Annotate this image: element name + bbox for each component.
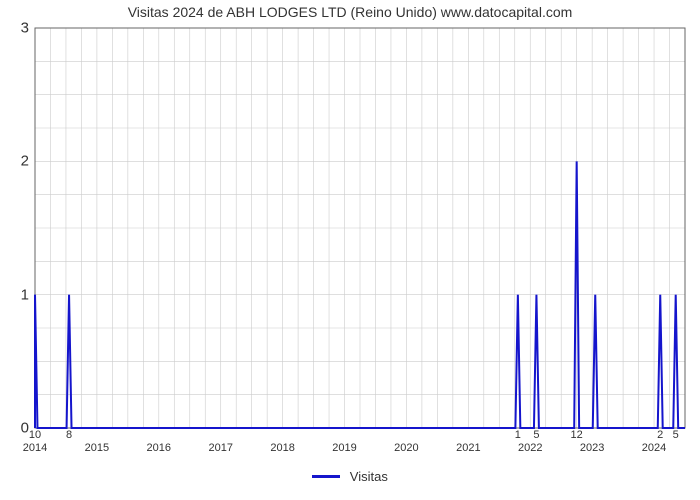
data-point-label: 12 xyxy=(571,429,583,441)
legend-swatch xyxy=(312,475,340,478)
x-tick-label: 2016 xyxy=(147,428,171,454)
chart-legend: Visitas xyxy=(0,468,700,484)
data-point-label: 10 xyxy=(29,429,41,441)
chart-title: Visitas 2024 de ABH LODGES LTD (Reino Un… xyxy=(0,4,700,20)
data-point-label: 2 xyxy=(657,429,663,441)
x-tick-label: 2021 xyxy=(456,428,480,454)
x-tick-label: 2023 xyxy=(580,428,604,454)
x-tick-label: 2019 xyxy=(332,428,356,454)
y-tick-label: 1 xyxy=(21,286,35,303)
y-tick-label: 3 xyxy=(21,20,35,37)
x-tick-label: 2017 xyxy=(208,428,232,454)
legend-label: Visitas xyxy=(350,469,388,484)
chart-plot-area: 0123201420152016201720182019202020212022… xyxy=(35,28,685,428)
x-tick-label: 2018 xyxy=(270,428,294,454)
data-point-label: 5 xyxy=(673,429,679,441)
y-tick-label: 2 xyxy=(21,153,35,170)
data-point-label: 1 xyxy=(515,429,521,441)
data-point-label: 5 xyxy=(533,429,539,441)
x-tick-label: 2015 xyxy=(85,428,109,454)
chart-line-series xyxy=(35,28,685,428)
data-point-label: 8 xyxy=(66,429,72,441)
x-tick-label: 2020 xyxy=(394,428,418,454)
chart-container: { "chart": { "type": "line", "title": "V… xyxy=(0,0,700,500)
